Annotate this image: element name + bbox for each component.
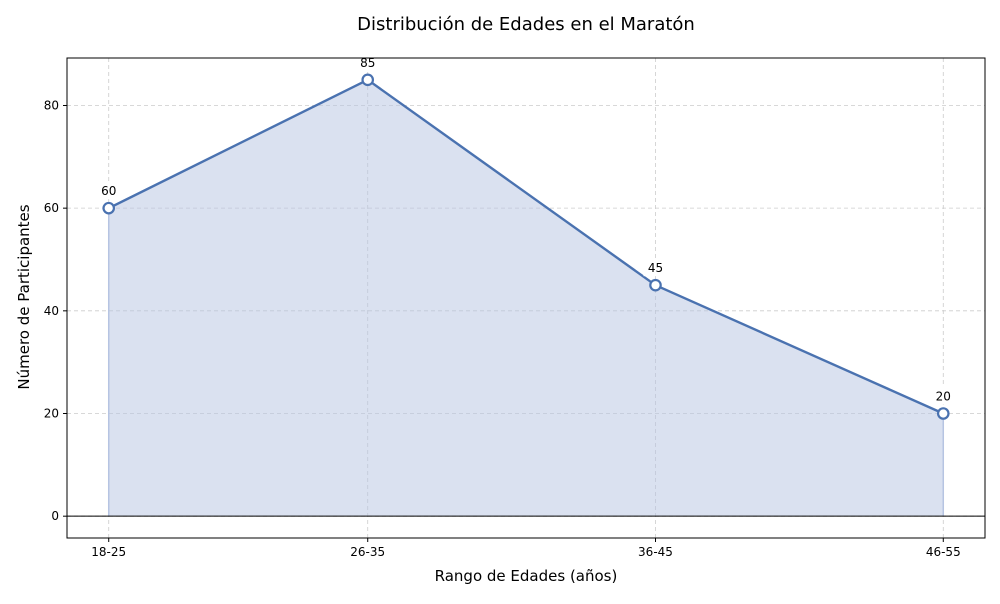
y-axis-label: Número de Participantes [15,204,33,389]
y-tick-label: 60 [44,201,59,215]
y-tick-label: 40 [44,304,59,318]
y-tick-label: 80 [44,98,59,112]
data-point-marker [102,201,116,215]
data-point-marker [361,73,375,87]
data-labels-layer: 60 85 45 20 [96,52,956,405]
y-tick-label: 0 [51,509,59,523]
series-line-layer [108,78,944,415]
data-label-background [96,181,121,200]
data-label: 45 [648,261,663,275]
data-point-marker [936,407,950,420]
x-tick-label: 36-45 [638,545,673,559]
x-axis-label: Rango de Edades (años) [435,567,618,585]
markers-layer [102,73,950,420]
data-label-background [931,386,956,405]
data-label: 85 [360,56,375,70]
x-tick-label: 18-25 [91,545,126,559]
plot-frame [66,57,986,539]
chart-title: Distribución de Edades en el Maratón [357,14,695,35]
axes: 0 20 40 60 80 18-25 26-35 36-45 46-55 [44,57,986,559]
series-line [108,78,944,415]
area-fill-layer [107,79,945,517]
area-fill [108,79,944,517]
data-label-background [643,258,668,277]
data-label-background [355,52,380,71]
y-tick-label: 20 [44,407,59,421]
x-tick-label: 46-55 [926,545,961,559]
data-label: 60 [101,184,116,198]
x-tick-label: 26-35 [350,545,385,559]
data-label: 20 [936,390,951,404]
data-point-marker [649,278,662,292]
